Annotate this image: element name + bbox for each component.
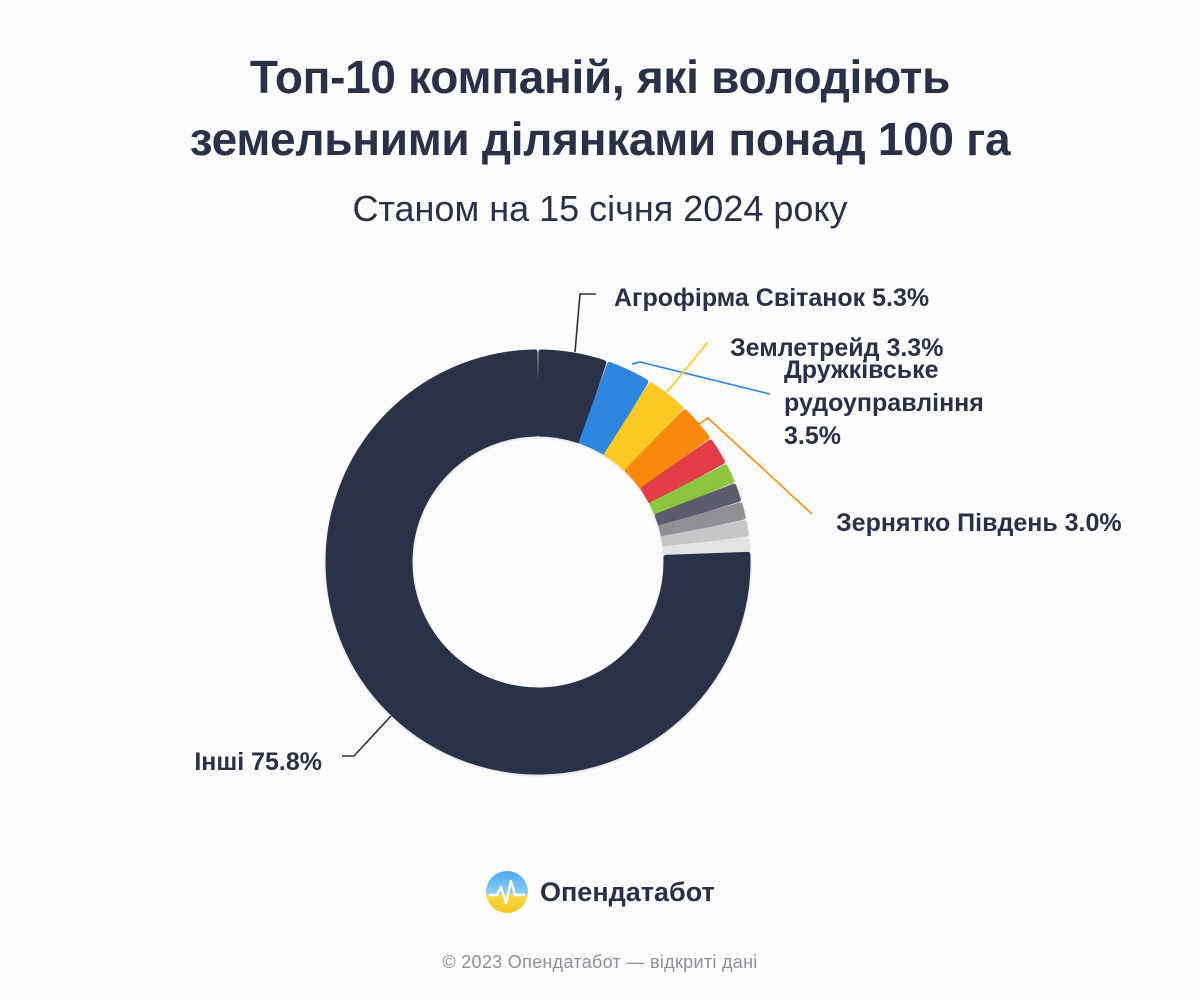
pie-slice-5 xyxy=(640,439,726,504)
pie-slice-1 xyxy=(537,349,607,443)
chart-subtitle: Станом на 15 січня 2024 року xyxy=(352,188,848,229)
slice-label-3: Землетрейд 3.3% xyxy=(730,334,943,362)
pie-slice-4 xyxy=(624,409,710,489)
leader-line-3 xyxy=(666,341,709,393)
slice-label-11: Інші 75.8% xyxy=(194,748,322,776)
pie-slice-3 xyxy=(604,382,684,471)
chart-title: Топ-10 компаній, які володіють земельним… xyxy=(0,46,1200,170)
pie-slice-2 xyxy=(579,362,649,455)
chart-title-line-1: Топ-10 компаній, які володіють xyxy=(249,51,951,103)
leader-line-4 xyxy=(698,416,813,515)
chart-slices xyxy=(325,349,751,775)
brand: Опендатабот xyxy=(484,868,715,916)
pie-slice-9 xyxy=(661,520,749,548)
footer-copyright: © 2023 Опендатабот — відкриті дані xyxy=(442,952,758,972)
donut-chart: Агрофірма Світанок 5.3% Дружківське рудоуп… xyxy=(194,284,1121,776)
slice-label-4: Зернятко Південь 3.0% xyxy=(836,509,1122,537)
slice-label-1: Агрофірма Світанок 5.3% xyxy=(614,284,929,312)
pie-slice-10 xyxy=(662,537,751,557)
brand-name: Опендатабот xyxy=(540,876,715,907)
pie-slice-8 xyxy=(658,502,746,538)
pie-slice-6 xyxy=(649,464,735,515)
chart-labels: Агрофірма Світанок 5.3% Дружківське рудоуп… xyxy=(194,284,1121,776)
pie-slice-7 xyxy=(654,483,741,527)
leader-line-2 xyxy=(631,361,771,395)
chart-leader-lines xyxy=(342,293,813,757)
leader-line-11 xyxy=(342,715,392,757)
slice-label-2: Дружківське рудоуправління 3.5% xyxy=(784,356,984,450)
pie-slice-11 xyxy=(325,349,751,775)
leader-line-1 xyxy=(574,293,596,353)
slice-label-line: Дружківське xyxy=(784,356,939,384)
opendatabot-logo-icon xyxy=(486,871,528,913)
slice-label-line: 3.5% xyxy=(784,422,841,450)
chart-title-line-2: земельними ділянками понад 100 га xyxy=(189,113,1011,165)
slice-label-line: рудоуправління xyxy=(784,389,984,417)
